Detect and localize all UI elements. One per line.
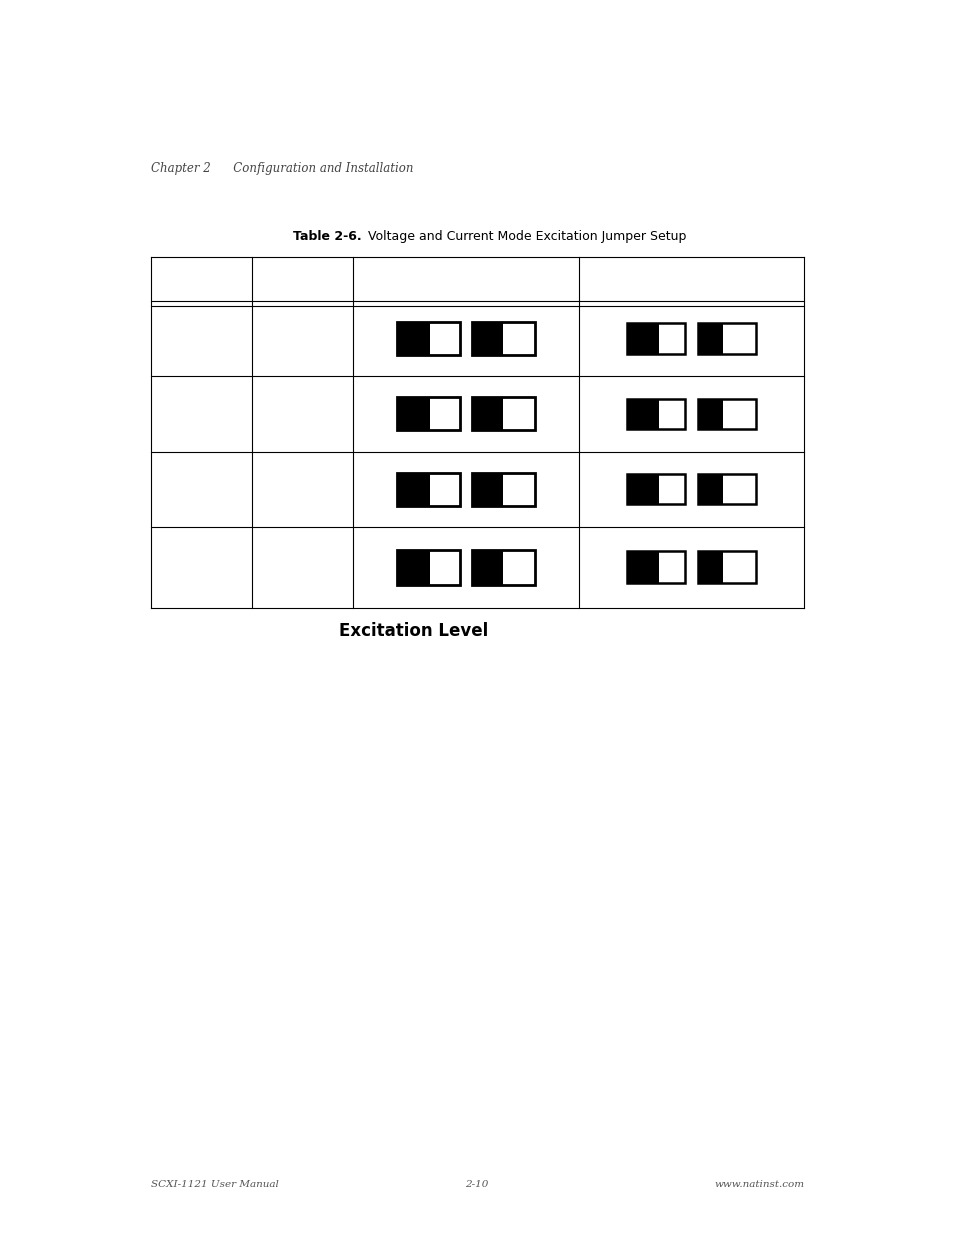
Text: Chapter 2      Configuration and Installation: Chapter 2 Configuration and Installation <box>151 162 413 175</box>
Bar <box>396 398 429 431</box>
Bar <box>396 398 459 431</box>
Bar <box>697 551 756 583</box>
Bar <box>396 322 459 354</box>
Bar <box>697 324 756 353</box>
Bar <box>472 550 535 585</box>
Bar <box>626 551 659 583</box>
Text: 2-10: 2-10 <box>465 1181 488 1189</box>
Bar <box>396 473 429 506</box>
Text: Excitation Level: Excitation Level <box>338 622 487 641</box>
Bar <box>626 399 684 429</box>
Bar <box>626 399 659 429</box>
Bar <box>626 474 659 504</box>
Bar <box>626 551 684 583</box>
Bar <box>472 550 502 585</box>
Bar <box>626 324 659 353</box>
Bar <box>697 474 722 504</box>
Bar <box>396 550 459 585</box>
Text: www.natinst.com: www.natinst.com <box>714 1181 803 1189</box>
Bar <box>697 399 722 429</box>
Bar <box>472 398 502 431</box>
Bar <box>472 322 502 354</box>
Bar <box>396 322 429 354</box>
Bar <box>697 324 722 353</box>
Text: Table 2-6.: Table 2-6. <box>293 230 361 243</box>
Bar <box>472 473 535 506</box>
Bar <box>396 473 459 506</box>
Text: SCXI-1121 User Manual: SCXI-1121 User Manual <box>151 1181 278 1189</box>
Bar <box>472 398 535 431</box>
Bar <box>472 473 502 506</box>
Text: Voltage and Current Mode Excitation Jumper Setup: Voltage and Current Mode Excitation Jump… <box>359 230 685 243</box>
Bar <box>396 550 429 585</box>
Bar <box>697 399 756 429</box>
Bar <box>626 474 684 504</box>
Bar <box>697 551 722 583</box>
Bar <box>697 474 756 504</box>
Bar <box>472 322 535 354</box>
Bar <box>626 324 684 353</box>
